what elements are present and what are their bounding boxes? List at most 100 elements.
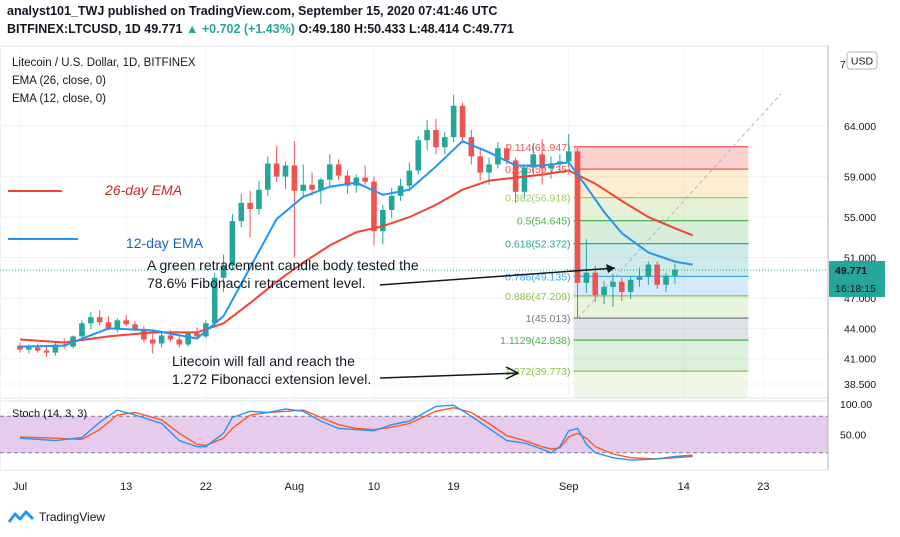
last-price-badge-bg <box>829 260 885 279</box>
annotation-arrow <box>379 372 519 379</box>
time-tick-label: 10 <box>368 481 380 493</box>
time-tick-label: Aug <box>285 481 305 493</box>
candle-body <box>503 148 510 161</box>
currency-badge-text: USD <box>851 56 874 68</box>
candle-body <box>645 264 652 277</box>
stoch-legend: Stoch (14, 3, 3) <box>12 408 87 420</box>
fib-level-label: 1.1129(42.838) <box>500 335 570 347</box>
candle-body <box>318 179 324 190</box>
candle-body <box>291 165 298 191</box>
last-price: 49.771 <box>144 22 183 36</box>
candle-body <box>424 130 430 141</box>
candle-body <box>141 329 147 340</box>
candle-body <box>105 322 112 329</box>
countdown-badge-bg <box>829 278 885 297</box>
candle-body <box>530 154 537 168</box>
fib-zone <box>573 295 749 319</box>
countdown-badge-text: 16:18:15 <box>835 283 876 295</box>
price-pane[interactable]: 0.114(61.947)0.236(59.735)0.382(56.918)0… <box>0 45 829 470</box>
publish-line: analyst101_TWJ published on TradingView.… <box>7 4 498 18</box>
candle-body <box>415 140 422 171</box>
ema26-annotation: 26-day EMA <box>104 182 182 198</box>
candle-body <box>238 202 245 222</box>
time-tick-label: 22 <box>200 481 212 493</box>
fibonacci-retracement[interactable]: 0.114(61.947)0.236(59.735)0.382(56.918)0… <box>500 93 782 398</box>
stoch-k-line <box>19 404 693 461</box>
symbol-summary: BITFINEX:LTCUSD, 1D 49.771 ▲ +0.702 (+1.… <box>7 22 514 36</box>
fib-zone <box>573 197 749 221</box>
chart-title: Litecoin / U.S. Dollar, 1D, BITFINEX <box>12 57 196 69</box>
candle-body <box>450 105 457 138</box>
price-tick-label: 59.000 <box>844 172 876 184</box>
annotation-text-line: 78.6% Fibonacci retracement level. <box>147 275 366 291</box>
candle-body <box>149 339 156 344</box>
candle-body <box>353 177 360 186</box>
fib-trend-line <box>577 93 782 319</box>
candle-body <box>176 339 183 345</box>
ema12-annotation: 12-day EMA <box>126 235 204 251</box>
candle-body <box>26 347 32 350</box>
candle-body <box>96 317 103 323</box>
candle-body <box>273 163 280 177</box>
candle-body <box>442 137 448 148</box>
candle-body <box>52 344 59 353</box>
fib-zone <box>573 371 749 398</box>
fib-zone <box>573 276 749 296</box>
annotation-text-line: Litecoin will fall and reach the <box>172 353 355 369</box>
candle-body <box>167 335 174 340</box>
candle-body <box>592 272 599 295</box>
price-tick-label: 38.500 <box>844 379 876 391</box>
fib-level-label: 0.618(52.372) <box>505 239 570 251</box>
stochastic-pane[interactable]: Stoch (14, 3, 3) <box>0 400 829 471</box>
annotation-text-line: A green retracement candle body tested t… <box>147 257 419 273</box>
fib-zone <box>573 169 749 198</box>
time-tick-label: Jul <box>13 481 27 493</box>
fib-level-label: 1.272(39.773) <box>505 366 570 378</box>
tradingview-logo[interactable]: TradingView <box>8 510 105 524</box>
stoch-axis-label: 50.00 <box>840 430 866 442</box>
candle-body <box>229 221 236 266</box>
fib-zone <box>573 146 749 170</box>
time-tick-label: 13 <box>120 481 132 493</box>
candle-body <box>619 281 625 292</box>
ema26-legend: EMA (26, close, 0) <box>12 75 106 87</box>
symbol-name: BITFINEX:LTCUSD, 1D <box>7 22 141 36</box>
candle-body <box>574 151 581 283</box>
candle-body <box>17 345 23 350</box>
candle-body <box>265 163 271 190</box>
candle-body <box>79 323 85 337</box>
fib-zone <box>573 318 749 341</box>
candle-body <box>132 324 138 330</box>
price-pane-frame <box>0 45 829 399</box>
candle-body <box>380 209 386 232</box>
candle-body <box>388 195 395 210</box>
currency-badge[interactable]: USD <box>846 51 878 70</box>
fib-zone <box>573 220 749 244</box>
candle-body <box>362 177 368 182</box>
ema26-line <box>19 169 693 344</box>
candle-body <box>486 164 492 173</box>
candle-body <box>512 160 519 192</box>
stoch-axis-label: 100.00 <box>840 399 872 411</box>
candle-body <box>565 151 572 162</box>
price-chart[interactable]: 0.114(61.947)0.236(59.735)0.382(56.918)0… <box>0 40 900 510</box>
candle-body <box>433 130 439 148</box>
annotation-arrow <box>379 267 616 286</box>
time-tick-label: 19 <box>448 481 460 493</box>
annotation-text-line: 1.272 Fibonacci extension level. <box>172 371 371 387</box>
candle-body <box>220 265 227 278</box>
candle-body <box>194 333 200 337</box>
fib-zone <box>573 243 749 277</box>
ema12-line <box>19 140 693 348</box>
time-tick-label: Sep <box>559 481 579 493</box>
annotation-arrowhead <box>505 366 520 380</box>
candle-body <box>211 277 218 324</box>
price-tick-label: 7 <box>840 59 846 71</box>
candle-body <box>185 333 191 345</box>
candle-body <box>123 320 129 325</box>
candle-body <box>672 269 678 276</box>
tradingview-logo-icon <box>8 510 34 523</box>
fib-level-label: 0.886(47.209) <box>505 291 570 303</box>
time-tick-label: 23 <box>757 481 769 493</box>
candle-body <box>335 164 342 176</box>
